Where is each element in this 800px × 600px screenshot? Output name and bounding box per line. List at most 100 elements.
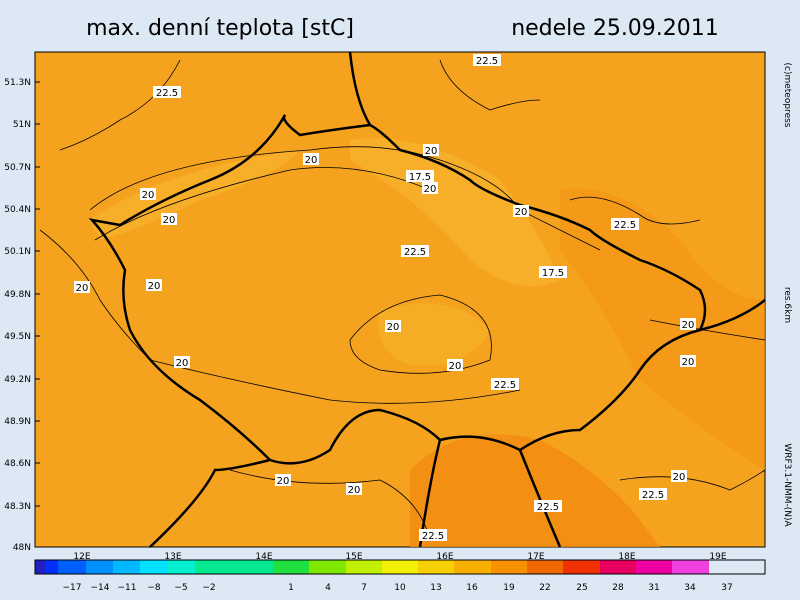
colorbar-label: 16 xyxy=(466,583,478,593)
contour-label: 22.5 xyxy=(476,56,498,67)
lat-label: 48.6N xyxy=(4,459,31,469)
cool-patch xyxy=(350,138,560,287)
lon-label: 13E xyxy=(164,552,181,562)
colorbar-label: −11 xyxy=(118,583,137,593)
contour-line xyxy=(439,59,541,111)
colorbar-label: 13 xyxy=(430,583,441,593)
lat-label: 50.4N xyxy=(4,205,31,215)
contour-label: 20 xyxy=(148,281,161,292)
warm-patch xyxy=(560,188,765,471)
colorbar-cell xyxy=(563,560,600,574)
contour-label-box xyxy=(513,205,529,217)
contour-label-box xyxy=(680,318,696,330)
country-border xyxy=(149,458,271,548)
contour-label-box xyxy=(146,279,162,291)
colorbar-label: 10 xyxy=(394,583,406,593)
contour-label: 20 xyxy=(163,215,176,226)
colorbar-label: 7 xyxy=(361,583,367,593)
colorbar-label: 19 xyxy=(503,583,515,593)
contour-label: 17.5 xyxy=(542,268,564,279)
colorbar-cell xyxy=(195,560,273,574)
contour-label-box xyxy=(346,483,362,495)
lon-label: 19E xyxy=(709,552,726,562)
contour-label: 22.5 xyxy=(422,531,444,542)
colorbar-cell xyxy=(672,560,709,574)
contour-label-box xyxy=(174,356,190,368)
colorbar-cell xyxy=(491,560,527,574)
map-title: max. denní teplota [stC] xyxy=(86,16,354,41)
colorbar-label: 25 xyxy=(576,583,587,593)
contour-label: 20 xyxy=(348,485,361,496)
contour-label: 22.5 xyxy=(404,247,426,258)
contour-label-box xyxy=(534,500,562,512)
contour-label-box xyxy=(74,281,90,293)
lat-label: 49.2N xyxy=(4,375,31,385)
country-border xyxy=(88,114,707,465)
contour-label: 20 xyxy=(76,283,89,294)
contour-label-box xyxy=(422,182,438,194)
contour-label: 20 xyxy=(682,320,695,331)
contour-line xyxy=(569,196,701,225)
contour-label: 17.5 xyxy=(409,172,431,183)
contour-label: 22.5 xyxy=(614,220,636,231)
colorbar-cell xyxy=(58,560,86,574)
colorbar-cell xyxy=(418,560,454,574)
country-border xyxy=(518,449,562,548)
contour-label-box xyxy=(539,266,567,278)
colorbar-cell xyxy=(168,560,195,574)
contour-label-box xyxy=(419,529,447,541)
contour-label-box xyxy=(303,153,319,165)
annotations: 51.3N 51N 50.7N 50.4N 50.1N 49.8N 49.5N 49.2N 48… xyxy=(4,54,792,593)
contour-label-box xyxy=(639,488,667,500)
contour-label: 20 xyxy=(142,190,155,201)
colorbar-cell xyxy=(113,560,140,574)
side-text: (c)meteopress xyxy=(782,63,792,128)
lon-label: 18E xyxy=(618,552,635,562)
contour-label-box xyxy=(491,378,519,390)
side-text: res.6km xyxy=(782,287,792,323)
contour-label-box xyxy=(140,188,156,200)
contour-label: 20 xyxy=(424,184,437,195)
colorbar-label: −2 xyxy=(202,583,215,593)
colorbar-label: −14 xyxy=(91,583,110,593)
borders xyxy=(88,51,766,548)
contour-label: 20 xyxy=(515,207,528,218)
lat-label: 51.3N xyxy=(4,78,31,88)
contour-label-box xyxy=(447,359,463,371)
colorbar-label: −5 xyxy=(174,583,187,593)
contour-label: 20 xyxy=(673,472,686,483)
colorbar-frame xyxy=(34,559,766,575)
contour-label: 22.5 xyxy=(537,502,559,513)
contour-line xyxy=(349,294,492,374)
map-date: nedele 25.09.2011 xyxy=(511,16,719,41)
colorbar-label: 1 xyxy=(288,583,294,593)
colorbar-cell xyxy=(454,560,491,574)
colorbar-cell xyxy=(382,560,418,574)
contour-label-box xyxy=(275,474,291,486)
contour-label: 22.5 xyxy=(642,490,664,501)
lat-label: 48.9N xyxy=(4,417,31,427)
colorbar-label: 37 xyxy=(721,583,732,593)
contour-label-box xyxy=(423,144,439,156)
contour-label: 20 xyxy=(176,358,189,369)
lat-label: 51N xyxy=(13,120,31,130)
contour-label-box xyxy=(671,470,687,482)
contour-label-box xyxy=(161,213,177,225)
colorbar-cell xyxy=(600,560,636,574)
cool-patch xyxy=(378,303,490,366)
colorbar-label: −17 xyxy=(63,583,82,593)
lat-label: 49.5N xyxy=(4,332,31,342)
lat-label: 50.1N xyxy=(4,247,31,257)
colorbar-cell xyxy=(45,560,58,574)
contour-label: 20 xyxy=(449,361,462,372)
warm-patch xyxy=(410,434,660,547)
field-patches xyxy=(90,138,765,547)
colorbar-cell xyxy=(86,560,113,574)
colorbar-label: 4 xyxy=(325,583,331,593)
lat-label: 49.8N xyxy=(4,290,31,300)
contour-label: 20 xyxy=(682,357,695,368)
lat-label: 48N xyxy=(13,543,31,553)
colorbar-label: 34 xyxy=(684,583,696,593)
colorbar-cell xyxy=(35,560,45,574)
